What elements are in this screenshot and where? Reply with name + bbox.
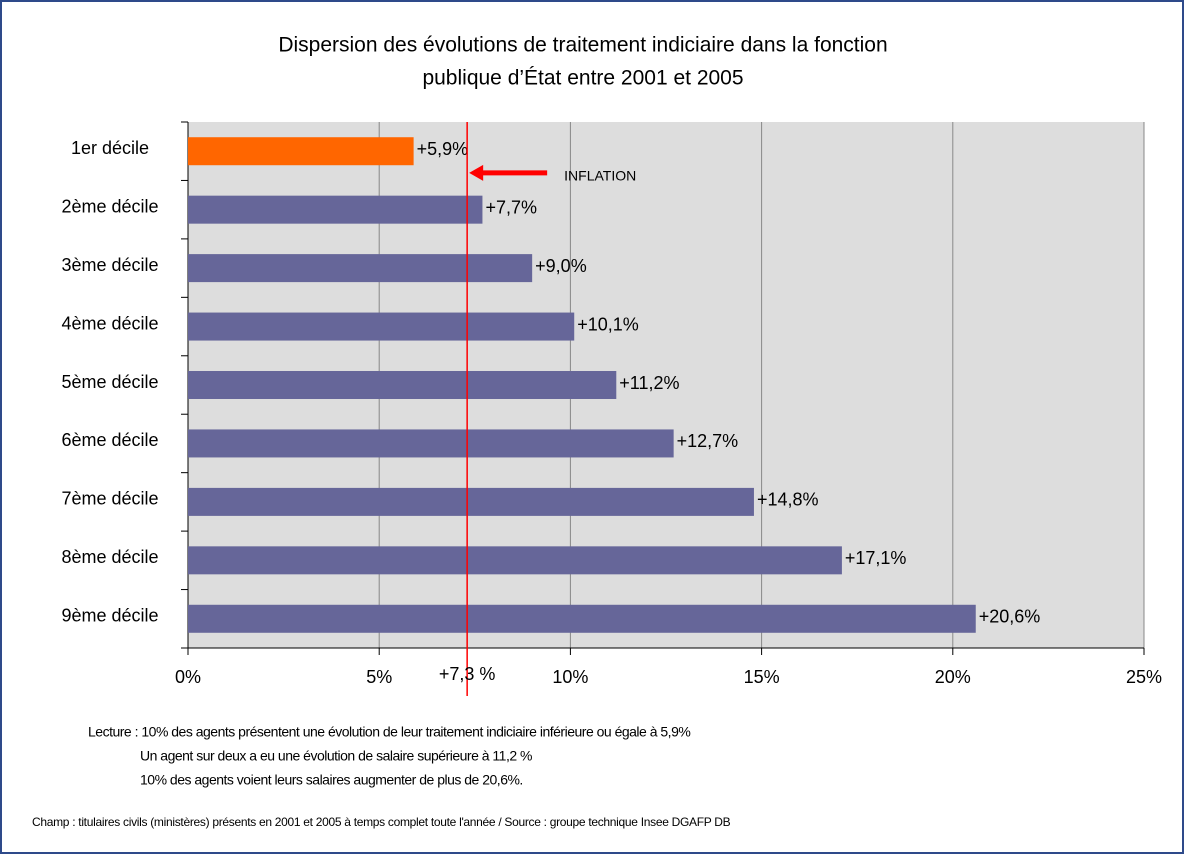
arrow-head [469, 164, 484, 181]
value-label: +12,7% [677, 431, 739, 451]
bar [188, 429, 674, 458]
value-label: +17,1% [845, 548, 907, 568]
x-tick-label: 5% [366, 667, 392, 687]
bar [188, 137, 414, 166]
y-tick-label: 4ème décile [61, 313, 158, 333]
bar [188, 312, 575, 341]
value-label: +20,6% [979, 607, 1041, 627]
y-tick-label: 6ème décile [61, 430, 158, 450]
bar [188, 546, 842, 575]
value-label: +7,7% [485, 197, 537, 217]
annotation: INFLATION [564, 168, 636, 184]
y-tick-label: 3ème décile [61, 255, 158, 275]
value-label: +5,9% [417, 139, 469, 159]
chart-title: publique d’État entre 2001 et 2005 [422, 67, 743, 90]
y-tick-label: 8ème décile [61, 547, 158, 567]
value-label: +9,0% [535, 256, 587, 276]
x-tick-label: 0% [175, 667, 201, 687]
note: Lecture : 10% des agents présentent une … [88, 724, 690, 740]
chart-title: Dispersion des évolutions de traitement … [278, 34, 887, 57]
reference-label: +7,3 % [439, 664, 496, 684]
y-tick-label: 9ème décile [61, 606, 158, 626]
note: Un agent sur deux a eu une évolution de … [140, 748, 532, 764]
y-tick-label: 2ème décile [61, 196, 158, 216]
value-label: +11,2% [619, 373, 679, 393]
bar [188, 604, 976, 633]
x-tick-label: 20% [935, 667, 971, 687]
bar [188, 371, 617, 399]
bar [188, 487, 754, 516]
value-label: +14,8% [757, 490, 819, 510]
y-tick-label: 1er décile [71, 138, 149, 158]
x-tick-label: 25% [1126, 667, 1162, 687]
x-tick-label: 15% [744, 667, 780, 687]
x-tick-label: 10% [552, 667, 588, 687]
source: Champ : titulaires civils (ministères) p… [32, 815, 731, 829]
y-tick-label: 7ème décile [61, 489, 158, 509]
note: 10% des agents voient leurs salaires aug… [140, 772, 523, 788]
bar [188, 195, 483, 224]
y-tick-label: 5ème décile [61, 372, 158, 392]
value-label: +10,1% [577, 314, 639, 334]
bar [188, 254, 533, 283]
